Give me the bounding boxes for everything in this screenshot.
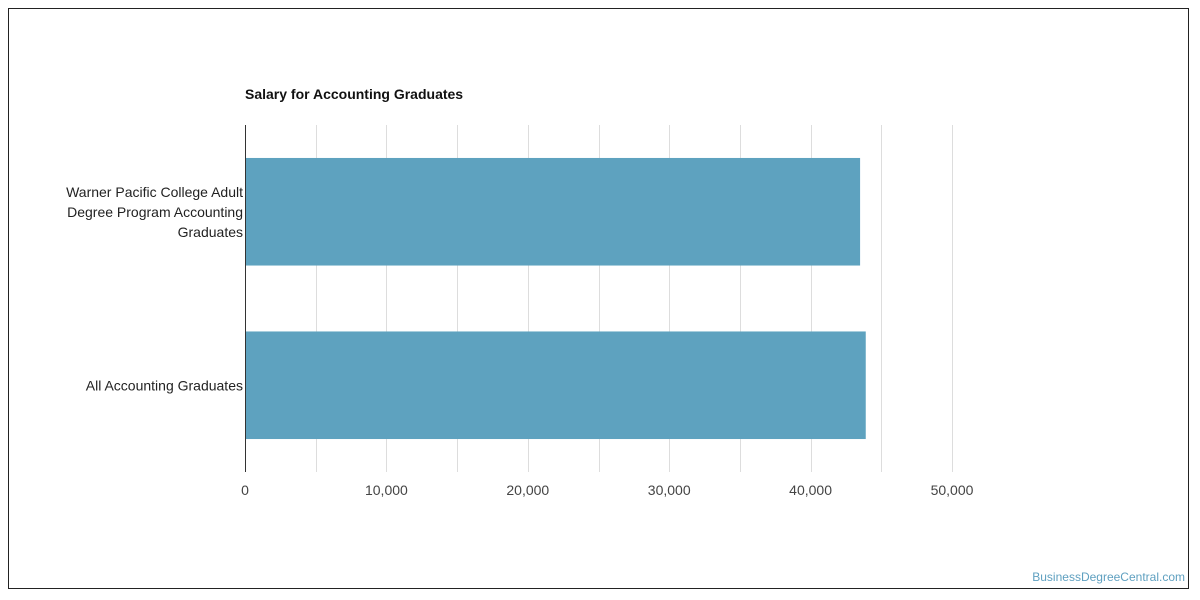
x-tick-label: 10,000 <box>365 482 408 498</box>
bar-2 <box>245 331 866 440</box>
chart-frame <box>8 8 1189 589</box>
x-tick-label: 30,000 <box>648 482 691 498</box>
watermark-link[interactable]: BusinessDegreeCentral.com <box>1032 570 1185 584</box>
x-tick-label: 0 <box>241 482 249 498</box>
chart-title: Salary for Accounting Graduates <box>245 86 464 102</box>
bar-1 <box>245 157 861 266</box>
x-tick-label: 40,000 <box>789 482 832 498</box>
category-label-1: Warner Pacific College Adult Degree Progr… <box>66 184 243 240</box>
x-tick-label: 50,000 <box>931 482 974 498</box>
category-label-2: All Accounting Graduates <box>86 377 243 393</box>
x-tick-label: 20,000 <box>506 482 549 498</box>
